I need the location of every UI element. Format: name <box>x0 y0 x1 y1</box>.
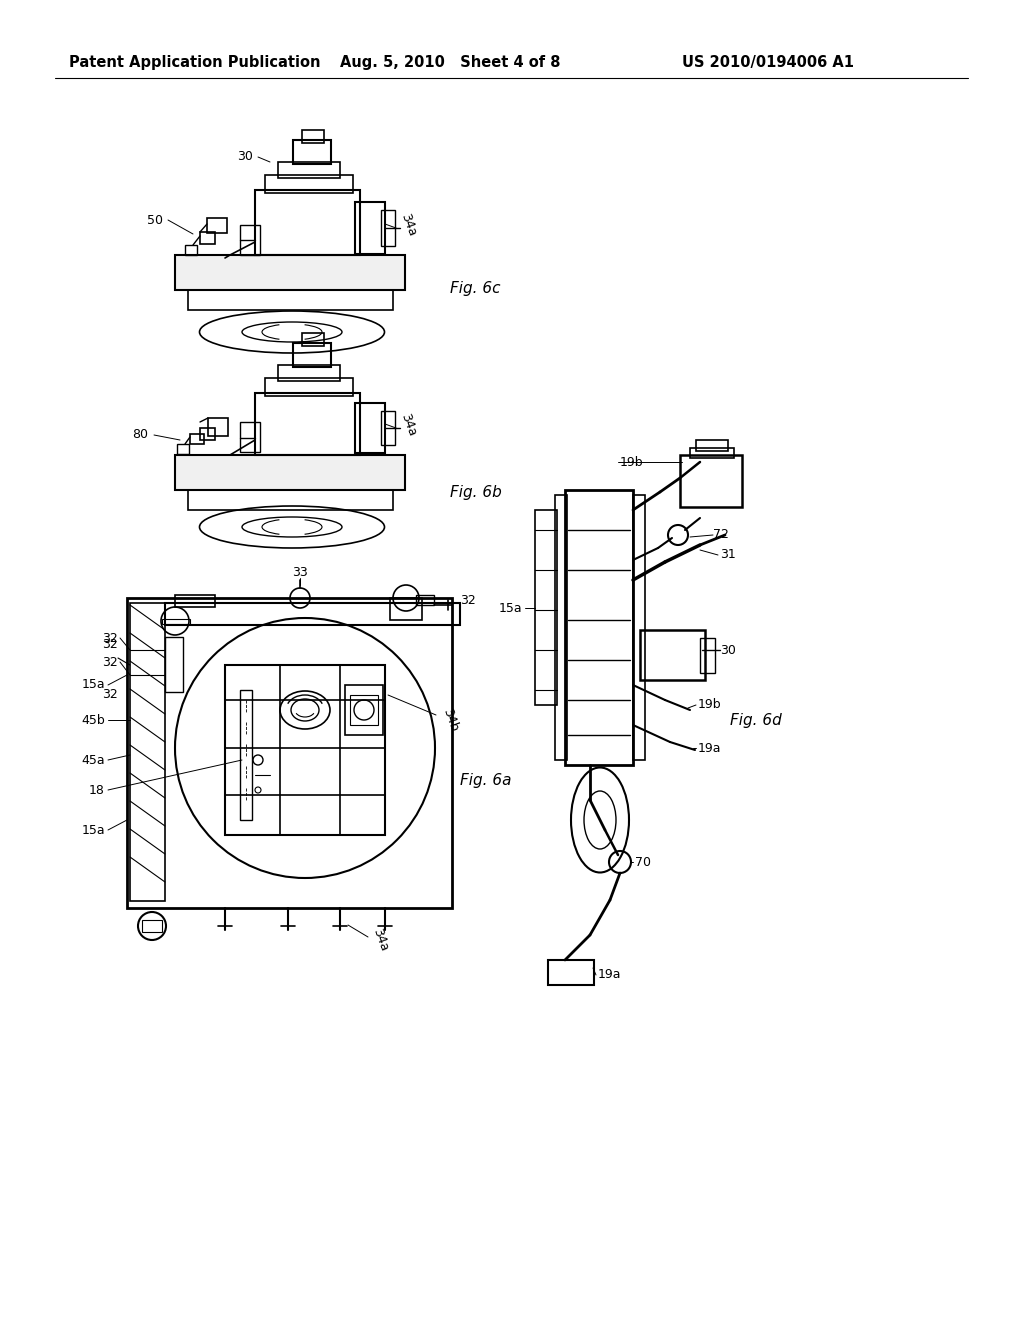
Text: US 2010/0194006 A1: US 2010/0194006 A1 <box>682 54 854 70</box>
Bar <box>293 343 331 367</box>
Bar <box>207 218 227 234</box>
Bar <box>700 638 715 673</box>
Bar <box>240 690 252 820</box>
Text: 32: 32 <box>102 656 118 668</box>
Text: Fig. 6a: Fig. 6a <box>460 772 512 788</box>
Bar <box>162 619 190 624</box>
Text: 33: 33 <box>292 565 308 578</box>
Text: Patent Application Publication: Patent Application Publication <box>70 54 321 70</box>
Bar <box>190 434 204 444</box>
Text: 45a: 45a <box>81 754 105 767</box>
Bar <box>680 455 742 507</box>
Text: 32: 32 <box>460 594 476 606</box>
Text: Aug. 5, 2010   Sheet 4 of 8: Aug. 5, 2010 Sheet 4 of 8 <box>340 54 560 70</box>
Bar <box>565 490 633 766</box>
Text: 30: 30 <box>238 150 253 164</box>
Bar <box>175 595 215 607</box>
Text: 18: 18 <box>89 784 105 796</box>
Text: 19a: 19a <box>598 969 622 982</box>
Text: 34a: 34a <box>398 412 418 438</box>
Bar <box>265 378 353 396</box>
Bar <box>200 232 215 244</box>
Text: 34a: 34a <box>398 211 418 239</box>
Text: Fig. 6b: Fig. 6b <box>450 484 502 499</box>
Text: 30: 30 <box>720 644 736 656</box>
Text: 32: 32 <box>102 631 118 644</box>
Text: 15a: 15a <box>81 678 105 692</box>
Bar <box>416 595 434 605</box>
Text: 32: 32 <box>102 639 118 652</box>
Text: Fig. 6d: Fig. 6d <box>730 713 781 727</box>
Bar <box>345 685 383 735</box>
Bar <box>555 495 567 760</box>
Bar <box>302 129 324 143</box>
Text: 32: 32 <box>102 689 118 701</box>
Bar <box>696 440 728 451</box>
Bar <box>175 255 406 290</box>
Bar <box>188 290 393 310</box>
Bar <box>350 696 378 725</box>
Bar <box>355 202 385 253</box>
Text: 15a: 15a <box>499 602 522 615</box>
Bar <box>177 444 189 454</box>
Bar <box>293 140 331 164</box>
Bar <box>165 638 183 692</box>
Bar <box>225 665 385 836</box>
Bar <box>278 162 340 178</box>
Text: 50: 50 <box>147 214 163 227</box>
Bar <box>175 455 406 490</box>
Bar <box>640 630 705 680</box>
Bar <box>381 210 395 246</box>
Bar <box>188 490 393 510</box>
Bar <box>548 960 594 985</box>
Text: 80: 80 <box>132 429 148 441</box>
Text: 70: 70 <box>635 855 651 869</box>
Bar <box>381 411 395 445</box>
Bar <box>633 495 645 760</box>
Bar <box>302 333 324 346</box>
Text: Fig. 6c: Fig. 6c <box>450 281 501 296</box>
Bar <box>355 403 385 453</box>
Text: 19b: 19b <box>698 698 722 711</box>
Bar <box>255 190 360 255</box>
Bar <box>255 393 360 455</box>
Bar <box>185 246 197 255</box>
Bar <box>130 603 165 902</box>
Bar <box>142 920 162 932</box>
Text: 31: 31 <box>720 549 736 561</box>
Bar <box>535 510 557 705</box>
Bar <box>240 422 260 451</box>
Text: 34a: 34a <box>370 927 390 953</box>
Bar <box>278 366 340 381</box>
Text: 34b: 34b <box>440 706 461 734</box>
Bar <box>127 598 452 908</box>
Bar <box>165 603 460 624</box>
Text: 72: 72 <box>713 528 729 541</box>
Bar <box>240 224 260 255</box>
Bar <box>265 176 353 193</box>
Text: 19b: 19b <box>620 455 644 469</box>
Text: 15a: 15a <box>81 824 105 837</box>
Text: 19a: 19a <box>698 742 722 755</box>
Text: 45b: 45b <box>81 714 105 726</box>
Bar <box>200 428 215 440</box>
Bar <box>208 418 228 436</box>
Bar <box>390 598 422 620</box>
Bar <box>690 447 734 458</box>
